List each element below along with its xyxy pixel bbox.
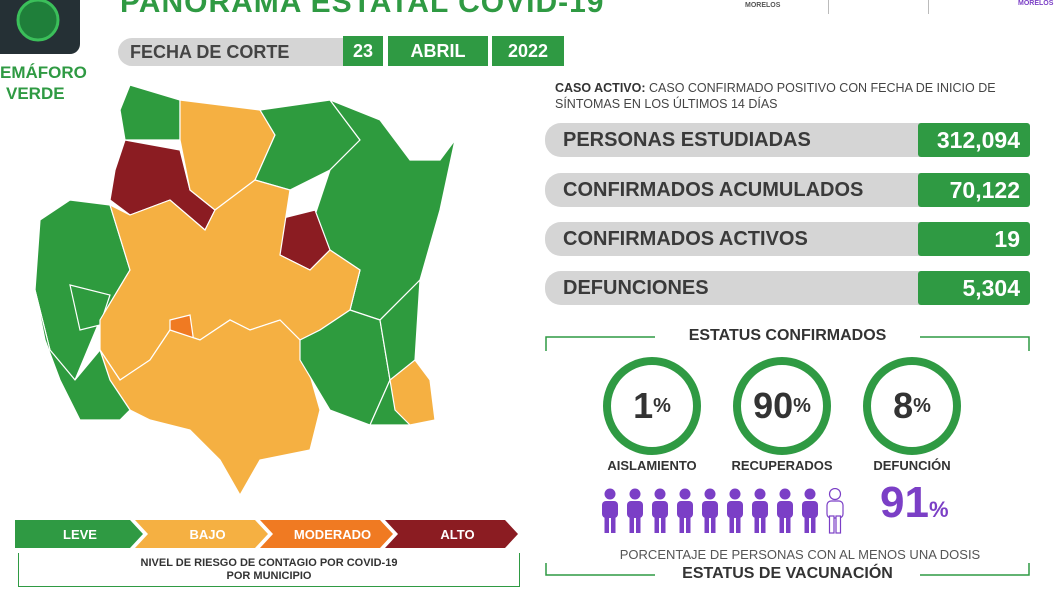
vaccination-caption: PORCENTAJE DE PERSONAS CON AL MENOS UNA … (619, 547, 981, 562)
section-frame (545, 563, 1030, 576)
note-text: POR MUNICIPIO (226, 570, 312, 582)
people-icons (602, 488, 844, 534)
vaccination-number: 91 (880, 478, 929, 527)
status-value: 8 (893, 385, 914, 426)
definition-term: CASO ACTIVO: (555, 81, 646, 95)
status-circle: 90% (733, 357, 831, 455)
definition-text: CASO CONFIRMADO POSITIVO CON FECHA DE IN… (555, 81, 996, 111)
note-text: NIVEL DE RIESGO DE CONTAGIO POR (140, 557, 344, 569)
municipal-map (34, 84, 456, 497)
stat-label: PERSONAS ESTUDIADAS (545, 123, 965, 157)
semaforo-label: EMÁFORO VERDE (0, 62, 87, 104)
status-title: ESTATUS CONFIRMADOS (688, 327, 887, 344)
status-value: 1 (633, 385, 654, 426)
stat-label: CONFIRMADOS ACTIVOS (545, 222, 965, 256)
status-unit: % (653, 394, 671, 417)
legend-level: ALTO (440, 526, 475, 542)
status-unit: % (793, 394, 811, 417)
logo-text: MORELOS (1018, 0, 1054, 7)
logo-text: MORELOS (745, 2, 781, 9)
status-circle: 8% (863, 357, 961, 455)
legend-level: BAJO (189, 526, 226, 542)
status-unit: % (913, 394, 931, 417)
stat-value: 312,094 (918, 123, 1030, 157)
definition: CASO ACTIVO: CASO CONFIRMADO POSITIVO CO… (555, 80, 1025, 112)
cut-month: ABRIL (388, 36, 488, 66)
legend-level: LEVE (63, 526, 97, 542)
status-circle: 1% (603, 357, 701, 455)
logo-divider (928, 0, 929, 14)
stat-row: CONFIRMADOS ACUMULADOS 70,122 (545, 173, 1030, 207)
stat-value: 70,122 (918, 173, 1030, 207)
stat-label: DEFUNCIONES (545, 271, 965, 305)
stat-row: DEFUNCIONES 5,304 (545, 271, 1030, 305)
stat-value: 19 (918, 222, 1030, 256)
stat-label: CONFIRMADOS ACUMULADOS (545, 173, 965, 207)
section-frame (545, 336, 1030, 351)
cut-date-label: FECHA DE CORTE (118, 38, 358, 66)
semaforo-line: EMÁFORO (0, 63, 87, 82)
status-label: RECUPERADOS (731, 458, 833, 473)
stat-row: PERSONAS ESTUDIADAS 312,094 (545, 123, 1030, 157)
cut-year: 2022 (492, 36, 564, 66)
vaccination-title: ESTATUS DE VACUNACIÓN (682, 565, 893, 582)
logo-divider (828, 0, 829, 14)
legend-level: MODERADO (293, 526, 372, 542)
stat-row: CONFIRMADOS ACTIVOS 19 (545, 222, 1030, 256)
risk-legend (15, 520, 518, 548)
stat-value: 5,304 (918, 271, 1030, 305)
status-label: AISLAMIENTO (607, 458, 697, 473)
cut-day: 23 (343, 36, 383, 66)
status-label: DEFUNCIÓN (873, 458, 951, 473)
vaccination-value: 91% (880, 478, 949, 528)
semaforo-icon (0, 0, 80, 54)
title: PANORAMA ESTATAL COVID-19 (120, 0, 605, 19)
semaforo-line: VERDE (6, 84, 65, 103)
vaccination-unit: % (928, 497, 949, 522)
legend-note: NIVEL DE RIESGO DE CONTAGIO POR COVID-19… (18, 553, 520, 587)
status-value: 90 (753, 385, 794, 426)
note-bold: COVID-19 (346, 557, 398, 569)
